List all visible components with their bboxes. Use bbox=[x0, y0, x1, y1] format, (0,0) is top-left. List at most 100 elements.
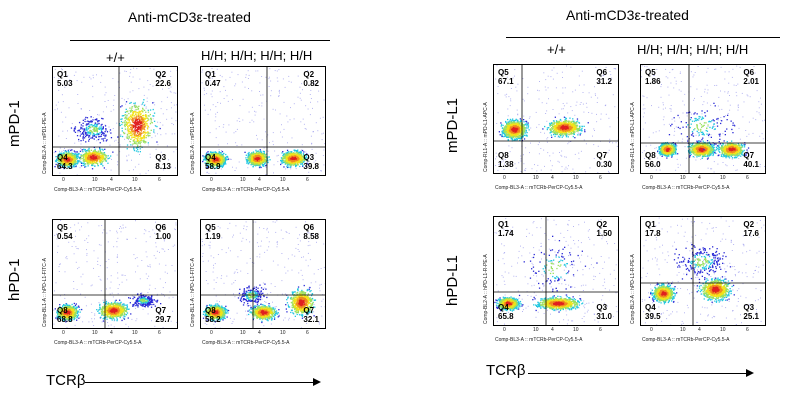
event-dot bbox=[283, 156, 286, 158]
event-dot bbox=[310, 89, 312, 91]
event-dot bbox=[214, 151, 216, 153]
event-dot bbox=[97, 153, 100, 155]
event-dot bbox=[97, 134, 99, 136]
event-dot bbox=[90, 78, 92, 80]
event-dot bbox=[221, 76, 223, 78]
event-dot bbox=[264, 156, 266, 158]
event-dot bbox=[85, 158, 87, 160]
event-dot bbox=[138, 88, 140, 90]
event-dot bbox=[86, 163, 89, 165]
event-dot bbox=[254, 162, 257, 164]
event-dot bbox=[245, 74, 247, 76]
event-dot bbox=[83, 160, 85, 163]
event-dot bbox=[265, 165, 267, 167]
event-dot bbox=[245, 154, 247, 156]
event-dot bbox=[99, 159, 101, 161]
event-dot bbox=[140, 139, 142, 141]
event-dot bbox=[65, 154, 68, 157]
event-dot bbox=[146, 97, 148, 99]
event-dot bbox=[106, 130, 109, 133]
event-dot bbox=[210, 163, 212, 165]
event-dot bbox=[312, 131, 314, 133]
event-dot bbox=[140, 120, 142, 122]
event-dot bbox=[144, 121, 146, 123]
event-dot bbox=[60, 155, 62, 157]
event-dot bbox=[206, 172, 208, 174]
event-dot bbox=[104, 155, 106, 157]
event-dot bbox=[286, 155, 288, 157]
event-dot bbox=[98, 157, 100, 159]
event-dot bbox=[257, 150, 260, 152]
event-dot bbox=[135, 118, 137, 120]
x-tick-label: 10 bbox=[92, 177, 98, 183]
event-dot bbox=[128, 129, 130, 131]
event-dot bbox=[249, 121, 251, 123]
event-dot bbox=[75, 157, 77, 159]
event-dot bbox=[141, 132, 143, 134]
event-dot bbox=[267, 161, 269, 164]
event-dot bbox=[97, 156, 99, 158]
event-dot bbox=[255, 160, 257, 162]
event-dot bbox=[136, 139, 139, 141]
event-dot bbox=[206, 157, 208, 160]
event-dot bbox=[92, 155, 94, 157]
event-dot bbox=[86, 121, 87, 122]
event-dot bbox=[63, 157, 66, 159]
event-dot bbox=[135, 129, 137, 132]
event-dot bbox=[210, 109, 211, 111]
event-dot bbox=[261, 164, 264, 166]
event-dot bbox=[239, 105, 241, 107]
event-dot bbox=[137, 136, 139, 138]
event-dot bbox=[308, 160, 310, 162]
event-dot bbox=[81, 149, 83, 151]
event-dot bbox=[136, 140, 139, 142]
event-dot bbox=[78, 156, 80, 159]
event-dot bbox=[209, 156, 211, 159]
event-dot bbox=[216, 157, 218, 159]
event-dot bbox=[58, 135, 60, 137]
event-dot bbox=[159, 122, 161, 124]
event-dot bbox=[89, 120, 91, 123]
event-dot bbox=[62, 158, 64, 160]
event-dot bbox=[147, 117, 149, 120]
event-dot bbox=[234, 85, 236, 87]
event-dot bbox=[85, 133, 87, 135]
event-dot bbox=[140, 129, 143, 131]
event-dot bbox=[218, 165, 220, 167]
event-dot bbox=[90, 161, 92, 163]
event-dot bbox=[110, 169, 112, 171]
event-dot bbox=[171, 117, 173, 119]
event-dot bbox=[249, 157, 251, 159]
event-dot bbox=[109, 131, 110, 133]
event-dot bbox=[90, 116, 92, 118]
event-dot bbox=[82, 160, 84, 162]
event-dot bbox=[92, 96, 94, 98]
event-dot bbox=[233, 132, 235, 134]
event-dot bbox=[295, 168, 297, 170]
event-dot bbox=[77, 162, 79, 164]
event-dot bbox=[204, 109, 206, 111]
event-dot bbox=[292, 162, 294, 164]
event-dot bbox=[99, 132, 101, 134]
event-dot bbox=[59, 150, 60, 152]
event-dot bbox=[140, 104, 142, 106]
event-dot bbox=[209, 153, 211, 155]
event-dot bbox=[318, 90, 320, 92]
event-dot bbox=[258, 160, 260, 163]
event-dot bbox=[78, 160, 80, 162]
event-dot bbox=[215, 106, 217, 108]
event-dot bbox=[116, 122, 118, 124]
event-dot bbox=[205, 158, 207, 160]
event-dot bbox=[99, 160, 101, 163]
event-dot bbox=[286, 165, 288, 168]
event-dot bbox=[138, 115, 140, 117]
quadrant-percent: 22.6 bbox=[155, 79, 171, 88]
event-dot bbox=[282, 157, 284, 160]
event-dot bbox=[298, 151, 300, 154]
event-dot bbox=[260, 157, 262, 159]
event-dot bbox=[144, 134, 146, 136]
event-dot bbox=[108, 157, 111, 159]
event-dot bbox=[136, 111, 138, 114]
event-dot bbox=[94, 162, 96, 164]
event-dot bbox=[254, 164, 256, 166]
